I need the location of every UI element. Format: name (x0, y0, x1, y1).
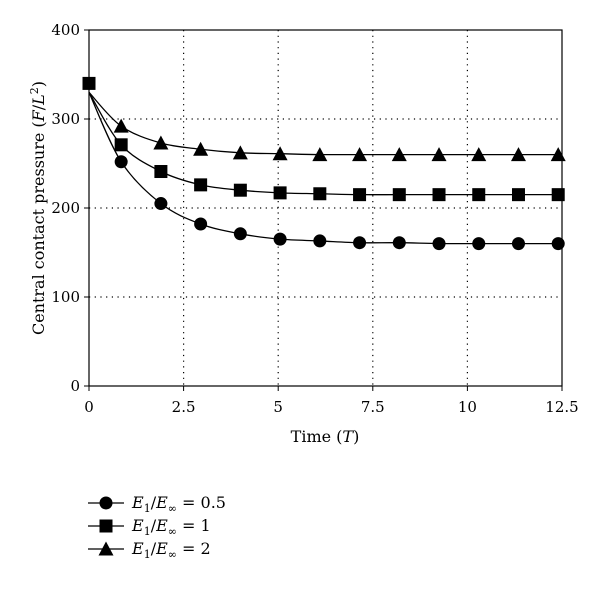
data-point (353, 236, 367, 250)
ticks: 0 2.5 5 7.5 10 12.5 0 100 200 300 400 (51, 21, 578, 416)
data-point (432, 188, 446, 202)
y-tick-label: 200 (51, 199, 80, 217)
legend-label: E1/E∞ = 0.5 (131, 493, 226, 515)
y-tick-label: 400 (51, 21, 80, 39)
legend-item: E1/E∞ = 1 (88, 516, 211, 538)
legend-marker (99, 519, 113, 533)
data-point (313, 234, 327, 248)
data-point (551, 237, 565, 251)
y-axis-label: Central contact pressure (F/L2) (28, 81, 49, 335)
y-tick-label: 100 (51, 288, 80, 306)
x-tick-label: 0 (84, 398, 94, 416)
data-point (312, 147, 328, 162)
legend-marker (99, 496, 113, 510)
data-point (391, 147, 407, 162)
data-point (154, 197, 168, 211)
x-axis-label: Time (T) (291, 427, 360, 446)
data-point (392, 188, 406, 202)
data-point (550, 147, 566, 162)
x-tick-label: 5 (273, 398, 283, 416)
data-point (432, 237, 446, 251)
data-point (113, 118, 129, 133)
data-point (273, 186, 287, 200)
data-point (153, 135, 169, 150)
data-point (232, 145, 248, 160)
data-point (273, 232, 287, 246)
data-point (313, 187, 327, 201)
x-tick-label: 7.5 (361, 398, 385, 416)
data-point (352, 147, 368, 162)
y-tick-label: 300 (51, 110, 80, 128)
data-point (471, 147, 487, 162)
data-point (194, 178, 208, 192)
legend-label: E1/E∞ = 2 (131, 539, 211, 561)
data-point (114, 155, 128, 169)
series-triangle (88, 91, 566, 162)
y-tick-label: 0 (70, 377, 80, 395)
series-square (88, 91, 565, 202)
x-tick-label: 12.5 (545, 398, 578, 416)
series-circle (82, 76, 565, 251)
legend-marker (98, 541, 114, 556)
data-point (511, 237, 525, 251)
series (82, 76, 566, 251)
legend-item: E1/E∞ = 2 (88, 539, 211, 561)
data-point (272, 146, 288, 161)
grid (89, 30, 562, 386)
data-point (392, 236, 406, 250)
data-point (193, 141, 209, 156)
data-point (114, 138, 128, 152)
data-point (472, 237, 486, 251)
data-point (233, 227, 247, 241)
data-point (233, 183, 247, 197)
legend: E1/E∞ = 0.5E1/E∞ = 1E1/E∞ = 2 (88, 493, 226, 561)
legend-item: E1/E∞ = 0.5 (88, 493, 226, 515)
data-point (551, 188, 565, 202)
data-point (194, 217, 208, 231)
legend-label: E1/E∞ = 1 (131, 516, 211, 538)
x-tick-label: 10 (458, 398, 477, 416)
data-point (353, 188, 367, 202)
data-point (510, 147, 526, 162)
data-point-start (82, 76, 96, 90)
x-tick-label: 2.5 (172, 398, 196, 416)
data-point (154, 165, 168, 179)
data-point (431, 147, 447, 162)
data-point (472, 188, 486, 202)
data-point (511, 188, 525, 202)
